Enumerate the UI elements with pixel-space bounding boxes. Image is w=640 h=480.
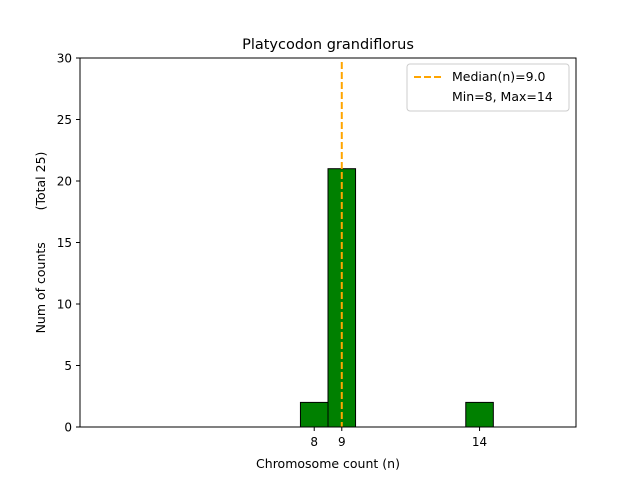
y-tick-label-30: 30 <box>57 52 72 66</box>
legend: Median(n)=9.0 Min=8, Max=14 <box>406 63 570 112</box>
x-tick-label-8: 8 <box>310 435 318 449</box>
y-axis-ticks: 0 5 10 15 20 25 30 <box>57 52 80 435</box>
y-tick-label-5: 5 <box>64 359 72 373</box>
y-tick-label-15: 15 <box>57 236 72 250</box>
y-tick-label-10: 10 <box>57 298 72 312</box>
chart-title: Platycodon grandiflorus <box>242 37 414 53</box>
x-axis-label: Chromosome count (n) <box>256 456 400 471</box>
bar-8 <box>299 401 329 428</box>
legend-entry-min-max: Min=8, Max=14 <box>452 89 553 104</box>
y-tick-label-25: 25 <box>57 113 72 127</box>
x-axis-ticks: 8 9 14 <box>310 427 487 449</box>
legend-box <box>406 63 570 112</box>
y-axis-label: Num of counts (Total 25) <box>33 152 48 334</box>
bar-14 <box>465 401 494 428</box>
y-tick-label-0: 0 <box>64 421 72 435</box>
x-tick-label-9: 9 <box>338 435 346 449</box>
legend-entry-median: Median(n)=9.0 <box>452 69 546 84</box>
x-tick-label-14: 14 <box>472 435 487 449</box>
y-tick-label-20: 20 <box>57 175 72 189</box>
